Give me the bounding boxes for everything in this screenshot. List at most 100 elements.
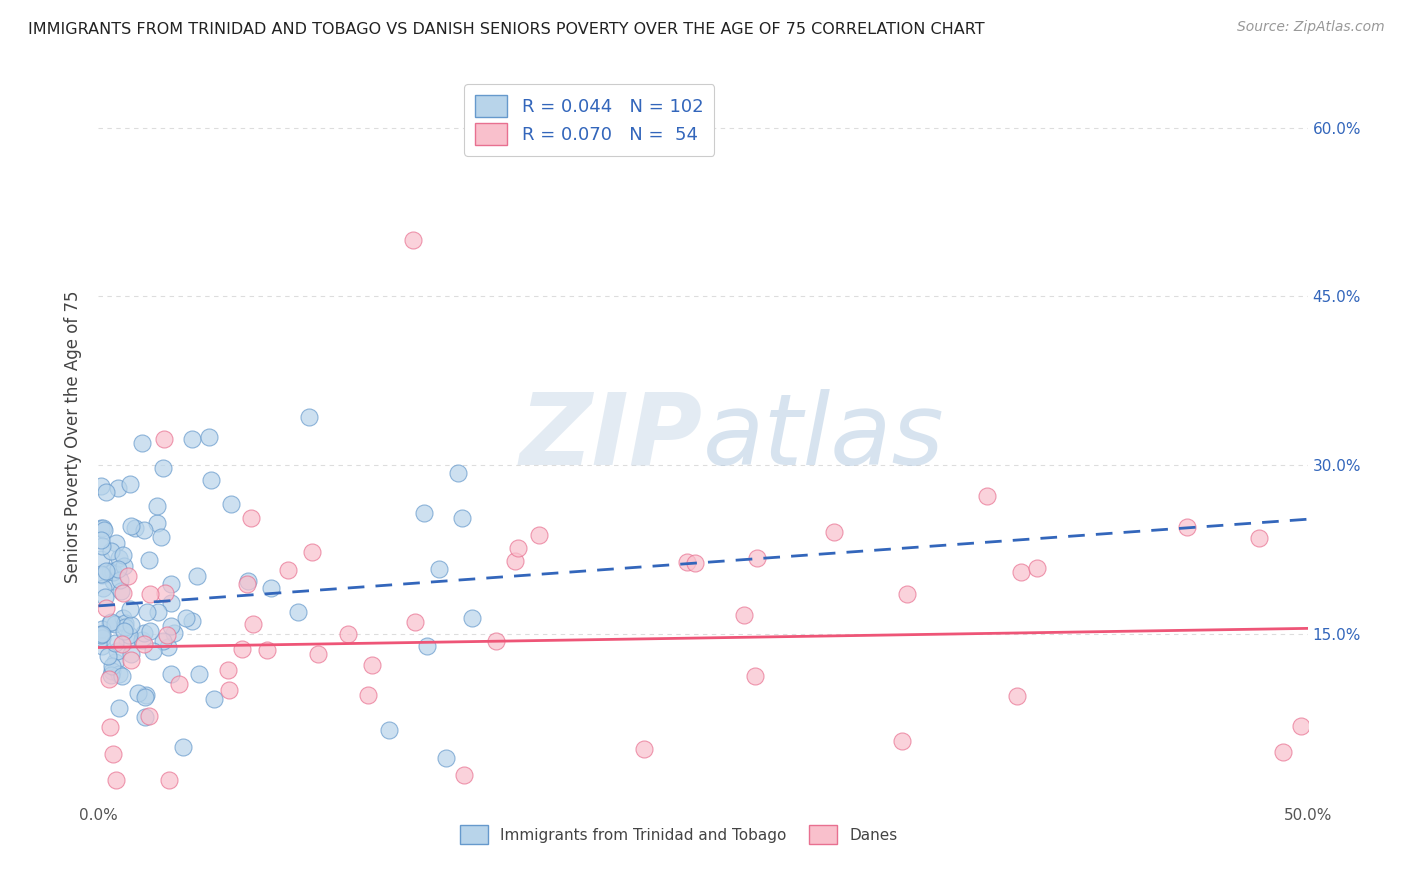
Point	[172, 739, 194, 754]
Point	[434, 751, 457, 765]
Point	[132, 625, 155, 640]
Point	[427, 562, 450, 576]
Point	[160, 596, 183, 610]
Text: atlas: atlas	[703, 389, 945, 485]
Point	[90, 479, 112, 493]
Point	[505, 554, 527, 568]
Point	[90, 627, 112, 641]
Point	[135, 688, 157, 702]
Point	[412, 506, 434, 520]
Point	[108, 666, 131, 681]
Point	[256, 642, 278, 657]
Point	[153, 585, 176, 599]
Point	[217, 663, 239, 677]
Point	[104, 536, 127, 550]
Point	[93, 523, 115, 537]
Point	[152, 634, 174, 648]
Point	[156, 627, 179, 641]
Point	[120, 653, 142, 667]
Point	[105, 644, 128, 658]
Point	[101, 747, 124, 761]
Point	[94, 601, 117, 615]
Point	[91, 632, 114, 646]
Point	[676, 555, 699, 569]
Point	[94, 485, 117, 500]
Point	[110, 583, 132, 598]
Point	[108, 701, 131, 715]
Point	[134, 710, 156, 724]
Text: ZIP: ZIP	[520, 389, 703, 485]
Point	[117, 569, 139, 583]
Point	[104, 635, 127, 649]
Legend: Immigrants from Trinidad and Tobago, Danes: Immigrants from Trinidad and Tobago, Dan…	[454, 819, 904, 850]
Point	[242, 616, 264, 631]
Point	[235, 577, 257, 591]
Point	[91, 622, 114, 636]
Point	[114, 620, 136, 634]
Point	[104, 617, 127, 632]
Point	[167, 677, 190, 691]
Point	[120, 518, 142, 533]
Point	[188, 666, 211, 681]
Point	[138, 553, 160, 567]
Point	[118, 601, 141, 615]
Point	[159, 667, 181, 681]
Y-axis label: Seniors Poverty Over the Age of 75: Seniors Poverty Over the Age of 75	[65, 291, 83, 583]
Point	[98, 615, 121, 630]
Point	[111, 669, 134, 683]
Point	[120, 618, 142, 632]
Point	[139, 624, 162, 639]
Point	[896, 587, 918, 601]
Point	[118, 477, 141, 491]
Point	[145, 499, 167, 513]
Point	[90, 627, 112, 641]
Point	[633, 741, 655, 756]
Point	[197, 430, 219, 444]
Point	[104, 656, 127, 670]
Point	[745, 550, 768, 565]
Point	[112, 586, 135, 600]
Point	[112, 559, 135, 574]
Point	[90, 567, 112, 582]
Point	[277, 563, 299, 577]
Point	[416, 639, 439, 653]
Point	[160, 619, 183, 633]
Point	[174, 610, 197, 624]
Point	[1010, 565, 1032, 579]
Point	[134, 637, 156, 651]
Point	[118, 628, 141, 642]
Point	[733, 607, 755, 622]
Point	[260, 582, 283, 596]
Point	[823, 524, 845, 539]
Point	[219, 497, 242, 511]
Point	[152, 432, 174, 446]
Point	[90, 552, 112, 566]
Point	[157, 773, 180, 788]
Point	[101, 664, 124, 678]
Point	[111, 637, 134, 651]
Point	[91, 540, 114, 554]
Point	[100, 543, 122, 558]
Point	[181, 614, 204, 628]
Point	[91, 639, 114, 653]
Point	[404, 615, 426, 629]
Point	[976, 489, 998, 503]
Point	[508, 541, 530, 556]
Text: IMMIGRANTS FROM TRINIDAD AND TOBAGO VS DANISH SENIORS POVERTY OVER THE AGE OF 75: IMMIGRANTS FROM TRINIDAD AND TOBAGO VS D…	[28, 22, 984, 37]
Point	[98, 672, 121, 686]
Point	[298, 409, 321, 424]
Point	[236, 574, 259, 588]
Point	[301, 544, 323, 558]
Point	[744, 669, 766, 683]
Point	[100, 615, 122, 629]
Point	[94, 590, 117, 604]
Point	[1272, 745, 1295, 759]
Point	[112, 548, 135, 562]
Point	[142, 643, 165, 657]
Point	[100, 668, 122, 682]
Point	[98, 564, 121, 578]
Point	[107, 481, 129, 495]
Point	[287, 605, 309, 619]
Point	[124, 520, 146, 534]
Point	[101, 574, 124, 588]
